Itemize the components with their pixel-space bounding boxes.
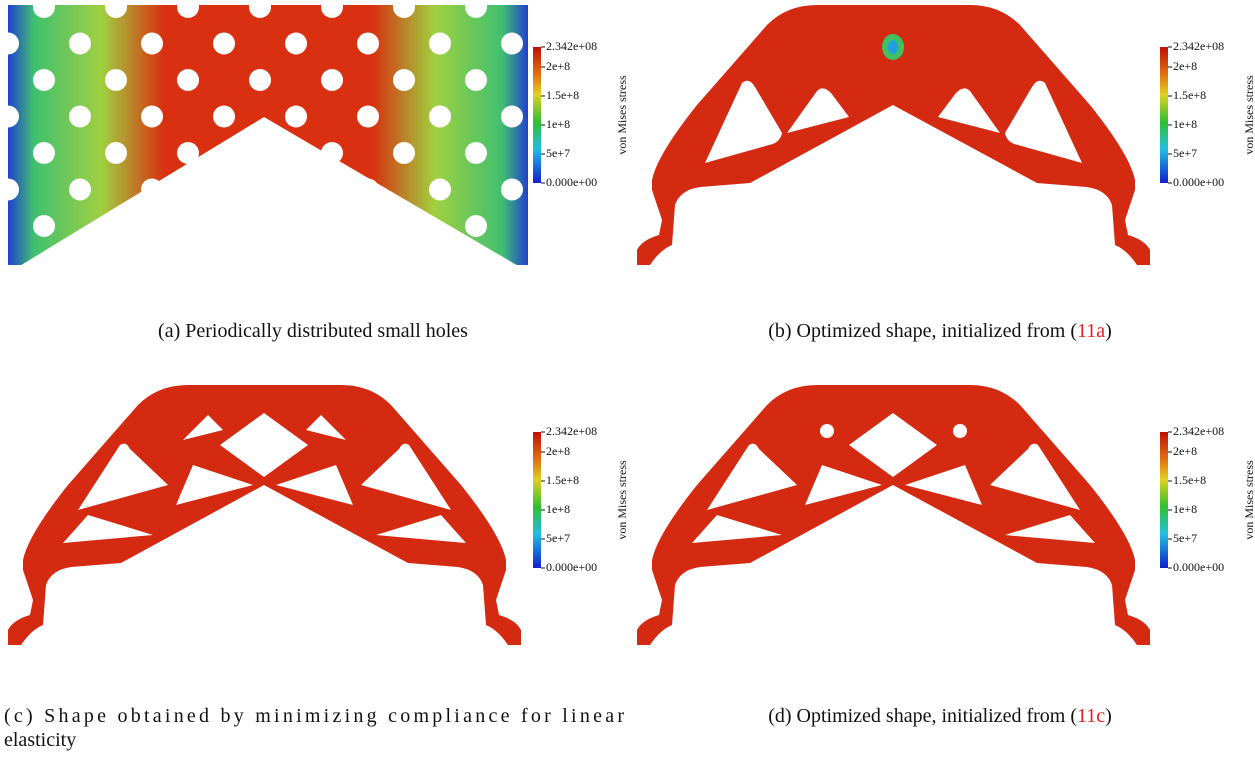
colorbar-tick-label: 2e+8: [1173, 444, 1197, 458]
caption-text: ): [1105, 705, 1112, 727]
colorbar: [1160, 432, 1168, 568]
stress-plot-c: [8, 385, 521, 645]
colorbar-tick-label: 1.5e+8: [1173, 473, 1206, 487]
caption-text: (b) Optimized shape, initialized from (: [768, 320, 1077, 342]
colorbar-label: von Mises stress: [1242, 75, 1255, 155]
colorbar-tick-label: 5e+7: [546, 146, 570, 160]
colorbar-tick-label: 1.5e+8: [546, 88, 579, 102]
stress-plot-a: [8, 5, 528, 265]
colorbar: [1160, 47, 1168, 183]
caption: (d) Optimized shape, initialized from (1…: [768, 705, 1112, 727]
colorbar-tick-label: 2.342e+08: [546, 39, 597, 53]
caption-ref[interactable]: 11c: [1077, 705, 1105, 727]
colorbar-label: von Mises stress: [615, 75, 629, 155]
colorbar-tick-label: 1e+8: [1173, 502, 1197, 516]
colorbar-tick-label: 2e+8: [546, 444, 570, 458]
caption: (c) Shape obtained by minimizing complia…: [4, 705, 624, 727]
caption-text: (d) Optimized shape, initialized from (: [768, 705, 1077, 727]
colorbar-tick-label: 1e+8: [546, 117, 570, 131]
colorbar-tick-label: 0.000e+00: [546, 560, 597, 574]
colorbar-tick-label: 5e+7: [1173, 531, 1197, 545]
caption-ref[interactable]: 11a: [1077, 320, 1105, 342]
colorbar-tick-label: 0.000e+00: [546, 175, 597, 189]
colorbar-label: von Mises stress: [615, 460, 629, 540]
colorbar-tick-label: 0.000e+00: [1173, 175, 1224, 189]
colorbar-tick-label: 2.342e+08: [546, 424, 597, 438]
stress-plot-d: [637, 385, 1150, 645]
colorbar-tick-label: 1.5e+8: [1173, 88, 1206, 102]
colorbar-tick-label: 1e+8: [546, 502, 570, 516]
colorbar: [533, 47, 541, 183]
colorbar-tick-label: 5e+7: [546, 531, 570, 545]
colorbar-tick-label: 2.342e+08: [1173, 424, 1224, 438]
colorbar-tick-label: 2.342e+08: [1173, 39, 1224, 53]
colorbar-tick-label: 5e+7: [1173, 146, 1197, 160]
colorbar-tick-label: 1e+8: [1173, 117, 1197, 131]
caption-text: ): [1105, 320, 1112, 342]
colorbar: [533, 432, 541, 568]
colorbar-tick-label: 2e+8: [1173, 59, 1197, 73]
colorbar-tick-label: 2e+8: [546, 59, 570, 73]
colorbar-label: von Mises stress: [1242, 460, 1255, 540]
stress-plot-b: [637, 5, 1150, 265]
colorbar-tick-label: 0.000e+00: [1173, 560, 1224, 574]
caption: elasticity: [4, 729, 76, 751]
caption: (a) Periodically distributed small holes: [158, 320, 468, 342]
colorbar-tick-label: 1.5e+8: [546, 473, 579, 487]
caption: (b) Optimized shape, initialized from (1…: [768, 320, 1112, 342]
